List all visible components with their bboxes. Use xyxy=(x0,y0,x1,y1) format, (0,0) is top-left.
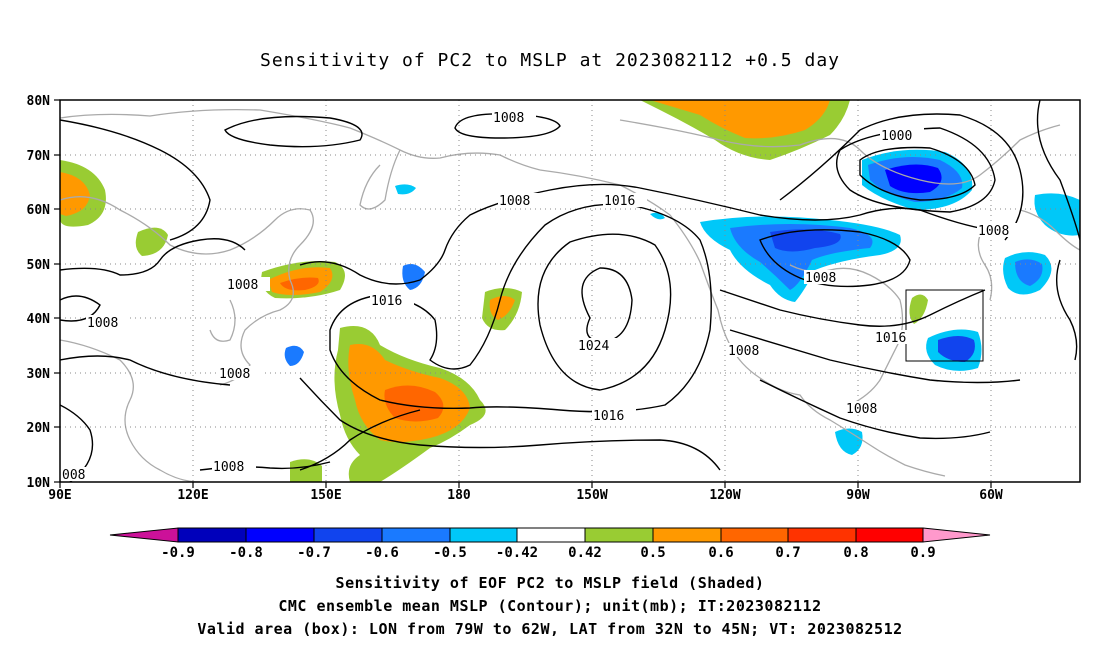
colorbar-label: 0.7 xyxy=(775,545,800,561)
lat-tick-label: 60N xyxy=(27,203,51,218)
contour-label: 1008 xyxy=(227,278,258,293)
lon-tick-label: 180 xyxy=(447,488,471,503)
lon-tick-label: 60W xyxy=(979,488,1003,503)
colorbar xyxy=(109,527,991,543)
colorbar-label: 0.5 xyxy=(640,545,665,561)
colorbar-swatch xyxy=(787,527,857,543)
colorbar-swatch xyxy=(516,527,586,543)
contour-label: 1008 xyxy=(213,460,244,475)
contour-label: 1008 xyxy=(499,194,530,209)
positive-region xyxy=(135,227,168,256)
longitude-labels: 90E 120E 150E 180 150W 120W 90W 60W xyxy=(48,488,1003,503)
colorbar-swatch xyxy=(855,527,924,543)
lon-tick-label: 150W xyxy=(576,488,607,503)
mslp-contours xyxy=(60,100,1080,482)
lat-tick-label: 40N xyxy=(27,312,51,327)
lat-tick-label: 50N xyxy=(27,258,51,273)
tick-marks xyxy=(54,99,992,488)
colorbar-swatch xyxy=(449,527,518,543)
contour-label: 1016 xyxy=(875,331,906,346)
contour-label: 1016 xyxy=(604,194,635,209)
contour-label: 1008 xyxy=(728,344,759,359)
valid-area-box xyxy=(905,289,984,362)
lon-tick-label: 120E xyxy=(177,488,208,503)
lon-tick-label: 90W xyxy=(846,488,870,503)
positive-region xyxy=(650,100,830,139)
negative-region xyxy=(770,229,841,252)
negative-region xyxy=(402,264,425,290)
colorbar-label: -0.9 xyxy=(161,545,195,561)
colorbar-swatch xyxy=(381,527,451,543)
map-frame xyxy=(59,99,1081,483)
colorbar-swatch xyxy=(313,527,383,543)
lon-tick-label: 90E xyxy=(48,488,71,503)
contour-label: 1016 xyxy=(371,294,402,309)
lat-tick-label: 10N xyxy=(27,476,51,491)
contour-label: 1008 xyxy=(805,271,836,286)
lat-tick-label: 20N xyxy=(27,421,51,436)
colorbar-swatch xyxy=(177,527,247,543)
negative-region xyxy=(1034,193,1080,236)
negative-region xyxy=(1015,259,1043,286)
negative-region xyxy=(284,345,304,366)
negative-region xyxy=(395,184,416,195)
colorbar-swatch xyxy=(109,527,179,543)
latitude-labels: 80N 70N 60N 50N 40N 30N 20N 10N xyxy=(27,94,51,491)
colorbar-label: -0.5 xyxy=(433,545,467,561)
footer-line-valid-area: Valid area (box): LON from 79W to 62W, L… xyxy=(197,620,903,638)
colorbar-swatch xyxy=(245,527,315,543)
positive-region xyxy=(60,172,90,216)
colorbar-label: 0.42 xyxy=(568,545,602,561)
colorbar-swatch xyxy=(720,527,789,543)
colorbar-label: 0.8 xyxy=(843,545,868,561)
footer-line-contour: CMC ensemble mean MSLP (Contour); unit(m… xyxy=(278,597,822,615)
colorbar-swatch xyxy=(652,527,722,543)
contour-label: 1016 xyxy=(593,409,624,424)
contour-label: 1024 xyxy=(578,339,609,354)
lat-tick-label: 30N xyxy=(27,367,51,382)
lat-tick-label: 70N xyxy=(27,149,51,164)
colorbar-swatch xyxy=(584,527,654,543)
lon-tick-label: 150E xyxy=(310,488,341,503)
contour-label: 1008 xyxy=(493,111,524,126)
colorbar-label: -0.8 xyxy=(229,545,263,561)
sensitivity-shading xyxy=(60,100,1080,482)
colorbar-label: 0.9 xyxy=(910,545,935,561)
colorbar-swatch xyxy=(922,527,991,543)
colorbar-label: 0.6 xyxy=(708,545,733,561)
positive-region xyxy=(909,294,928,324)
colorbar-label: -0.42 xyxy=(496,545,538,561)
lat-tick-label: 80N xyxy=(27,94,51,109)
colorbar-label: -0.7 xyxy=(297,545,331,561)
contour-label: 1000 xyxy=(881,129,912,144)
contour-label: 1008 xyxy=(846,402,877,417)
coastlines xyxy=(60,108,1080,482)
footer-line-shaded: Sensitivity of EOF PC2 to MSLP field (Sh… xyxy=(335,574,765,592)
contour-label: 1008 xyxy=(219,367,250,382)
colorbar-labels: -0.9 -0.8 -0.7 -0.6 -0.5 -0.42 0.42 0.5 … xyxy=(161,545,936,561)
lon-tick-label: 120W xyxy=(709,488,740,503)
contour-label: 1008 xyxy=(978,224,1009,239)
contour-label-group: 1008 1000 1008 1016 1008 1008 1016 1008 … xyxy=(61,110,1021,483)
positive-region xyxy=(384,385,444,422)
contour-label: 008 xyxy=(62,468,85,483)
map-title: Sensitivity of PC2 to MSLP at 2023082112… xyxy=(259,50,840,71)
negative-region xyxy=(938,336,975,362)
contour-label: 1008 xyxy=(87,316,118,331)
colorbar-label: -0.6 xyxy=(365,545,399,561)
negative-region xyxy=(835,428,863,455)
